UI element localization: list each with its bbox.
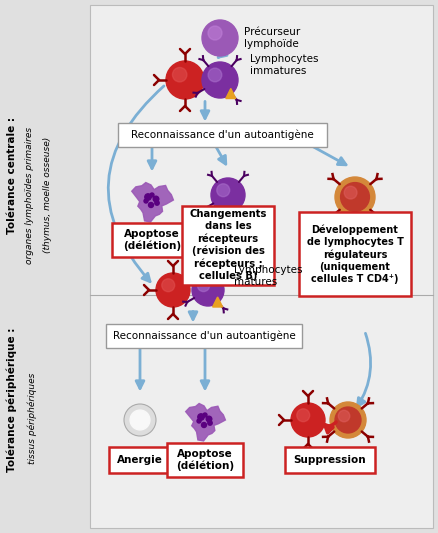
FancyArrowPatch shape [215,146,226,164]
Text: Développement
de lymphocytes T
régulateurs
(uniquement
cellules T CD4⁺): Développement de lymphocytes T régulateu… [307,224,403,284]
Circle shape [208,68,222,82]
Polygon shape [186,403,226,441]
Circle shape [198,279,210,292]
Text: Précurseur
lymphoïde: Précurseur lymphoïde [244,27,300,49]
FancyBboxPatch shape [109,447,171,473]
FancyArrowPatch shape [311,146,346,165]
Circle shape [145,194,151,200]
FancyArrowPatch shape [136,348,144,389]
Text: tissus périphériques: tissus périphériques [27,373,37,464]
Text: Apoptose
(délétion): Apoptose (délétion) [123,229,181,252]
Circle shape [201,423,206,427]
Polygon shape [226,88,236,99]
Circle shape [144,199,148,203]
Text: Anergie: Anergie [117,455,163,465]
FancyArrowPatch shape [357,333,371,406]
FancyBboxPatch shape [182,206,274,285]
Circle shape [330,402,366,438]
Text: Lymphocytes
immatures: Lymphocytes immatures [250,54,318,76]
Circle shape [341,183,369,212]
FancyArrowPatch shape [108,86,164,281]
Circle shape [130,410,150,430]
Circle shape [291,403,325,437]
FancyBboxPatch shape [285,447,375,473]
FancyBboxPatch shape [112,223,192,257]
Text: Changements
dans les
récepteurs
(révision des
récepteurs ;
cellules B): Changements dans les récepteurs (révisio… [189,209,267,281]
Circle shape [206,416,212,422]
FancyArrowPatch shape [201,101,209,118]
Text: Tolérance périphérique :: Tolérance périphérique : [7,328,17,472]
FancyBboxPatch shape [90,5,433,528]
Text: Suppression: Suppression [294,455,366,465]
Circle shape [166,61,204,99]
Circle shape [148,203,153,207]
Text: Reconnaissance d'un autoantigène: Reconnaissance d'un autoantigène [131,130,313,140]
Circle shape [153,196,159,202]
FancyArrowPatch shape [148,147,156,168]
FancyArrowPatch shape [201,348,209,389]
Circle shape [202,62,238,98]
Circle shape [124,404,156,436]
Circle shape [192,274,224,306]
Circle shape [208,421,212,425]
Circle shape [198,414,204,420]
Circle shape [202,20,238,56]
Circle shape [217,184,230,197]
Circle shape [338,410,350,422]
Polygon shape [212,297,223,307]
Circle shape [203,413,207,417]
Circle shape [162,279,175,292]
Text: organes lymphoïdes primaires: organes lymphoïdes primaires [25,126,35,263]
Circle shape [335,407,361,433]
Circle shape [297,409,310,422]
Circle shape [208,26,222,40]
Text: Reconnaissance d'un autoantigène: Reconnaissance d'un autoantigène [113,331,295,341]
FancyBboxPatch shape [299,212,411,296]
FancyArrowPatch shape [189,311,197,319]
Circle shape [211,178,245,212]
Circle shape [155,201,159,205]
FancyArrowPatch shape [218,49,227,58]
Text: (thymus, moelle osseuse): (thymus, moelle osseuse) [42,137,52,253]
Circle shape [344,186,357,199]
Circle shape [335,177,375,217]
Circle shape [173,68,187,82]
Circle shape [150,193,154,197]
FancyBboxPatch shape [106,324,302,348]
Text: Tolérance centrale :: Tolérance centrale : [7,117,17,233]
FancyArrowPatch shape [325,422,336,433]
FancyBboxPatch shape [167,443,243,477]
Polygon shape [132,182,173,222]
Circle shape [156,273,190,307]
FancyBboxPatch shape [117,123,326,147]
Text: Lymphocytes
matures: Lymphocytes matures [234,265,303,287]
Circle shape [197,419,201,423]
Text: Apoptose
(délétion): Apoptose (délétion) [176,449,234,471]
